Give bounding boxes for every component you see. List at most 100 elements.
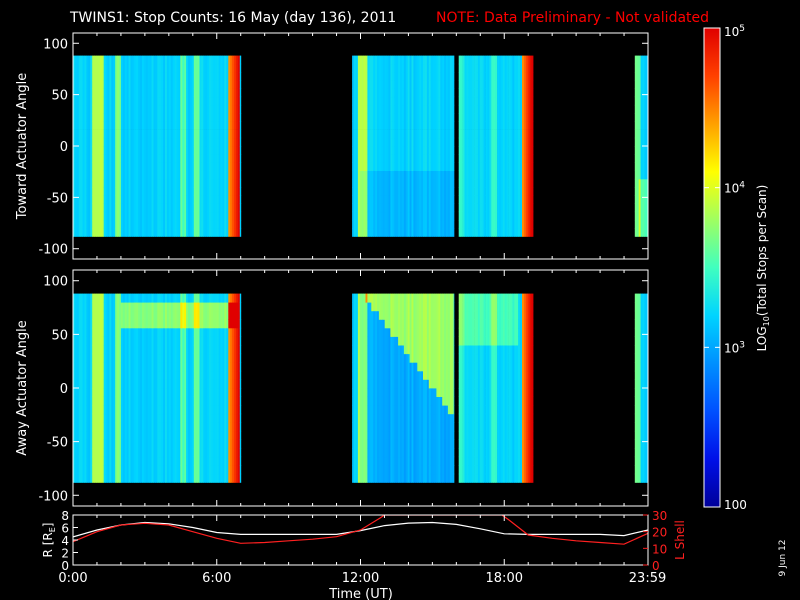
heatmap-cell [403,170,407,180]
heatmap-cell [78,96,82,106]
heatmap-cell [432,146,435,155]
heatmap-cell [382,146,386,155]
heatmap-cell [109,72,112,81]
heatmap-cell [74,96,78,106]
heatmap-cell [128,187,131,196]
heatmap-cell [214,72,218,81]
heatmap-cell [479,121,483,130]
heatmap-cell [428,187,432,196]
heatmap-cell [434,211,437,221]
heatmap-cell [638,178,641,188]
heatmap-cell [407,187,410,196]
heatmap-cell [384,55,387,65]
heatmap-cell [155,88,158,98]
heatmap-cell [646,113,648,122]
heatmap-cell [74,448,78,458]
heatmap-cell [101,170,105,180]
heatmap-cell [518,113,521,122]
heatmap-cell [642,228,645,237]
heatmap-cell [401,113,405,122]
heatmap-cell [415,187,418,196]
heatmap-cell [117,465,120,475]
heatmap-cell [166,203,170,213]
heatmap-cell [222,154,225,163]
heatmap-cell [176,80,179,89]
heatmap-cell [512,195,515,204]
heatmap-cell [400,137,403,147]
heatmap-cell [124,405,128,415]
heatmap-cell [161,104,164,114]
heatmap-cell [134,319,137,329]
heatmap-cell [442,96,445,106]
heatmap-cell [438,178,441,188]
heatmap-cell [438,203,441,213]
heatmap-cell [415,104,418,114]
heatmap-cell [163,137,166,147]
heatmap-cell [510,211,513,221]
heatmap-cell [216,137,220,147]
heatmap-cell [103,293,106,303]
heatmap-cell [143,170,147,180]
heatmap-cell [157,72,160,81]
heatmap-cell [531,96,534,106]
heatmap-cell [151,154,154,163]
heatmap-cell [489,88,492,98]
heatmap-cell [392,162,395,171]
heatmap-cell [449,88,453,98]
heatmap-cell [497,137,500,147]
heatmap-cell [128,310,131,320]
heatmap-cell [76,170,80,180]
heatmap-cell [398,55,401,65]
heatmap-cell [497,211,500,221]
heatmap-cell [378,170,382,180]
heatmap-cell [369,228,372,237]
heatmap-cell [84,465,87,475]
heatmap-cell [390,220,393,229]
heatmap-cell [462,228,465,237]
heatmap-cell [189,137,193,147]
heatmap-cell [646,178,648,188]
heatmap-cell [401,88,405,98]
heatmap-cell [436,63,439,73]
heatmap-cell [143,129,147,139]
heatmap-cell [109,310,112,320]
heatmap-cell [386,96,389,106]
heatmap-cell [103,96,106,106]
heatmap-cell [132,327,135,337]
heatmap-cell [166,195,170,204]
heatmap-cell [165,55,168,65]
heatmap-cell [232,113,235,122]
heatmap-cell [94,413,97,423]
heatmap-cell [382,228,386,237]
heatmap-cell [211,129,214,139]
heatmap-cell [73,203,76,213]
heatmap-cell [508,129,511,139]
heatmap-cell [82,104,85,114]
heatmap-cell [489,72,492,81]
heatmap-cell [520,211,523,221]
heatmap-cell [220,55,223,65]
heatmap-cell [193,195,197,204]
heatmap-cell [86,211,89,221]
heatmap-cell [124,465,128,475]
heatmap-cell [138,211,141,221]
heatmap-cell [369,55,372,65]
heatmap-cell [220,113,223,122]
heatmap-cell [634,129,638,139]
heatmap-cell [417,154,420,163]
heatmap-cell [500,154,504,163]
heatmap-cell [527,88,530,98]
heatmap-cell [130,336,133,346]
heatmap-cell [73,448,76,458]
heatmap-cell [444,228,447,237]
heatmap-cell [105,228,108,237]
heatmap-cell [500,203,504,213]
heatmap-cell [126,146,129,155]
heatmap-cell [377,195,380,204]
heatmap-cell [132,203,135,213]
heatmap-cell [212,146,216,155]
heatmap-cell [369,154,372,163]
heatmap-cell [80,327,83,337]
heatmap-cell [396,162,399,171]
heatmap-cell [230,72,233,81]
